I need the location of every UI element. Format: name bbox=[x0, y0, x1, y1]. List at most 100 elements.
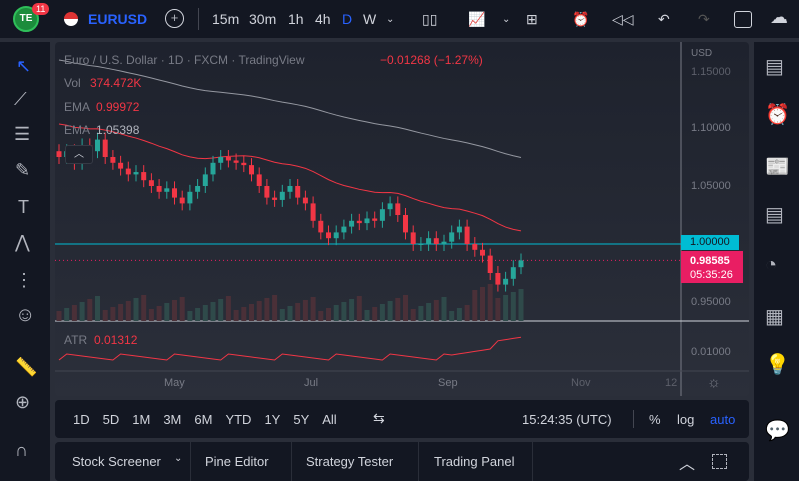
redo-icon[interactable]: ↷ bbox=[698, 11, 710, 27]
percent-toggle[interactable]: % bbox=[649, 412, 661, 427]
watchlist-icon[interactable]: ▤ bbox=[765, 56, 784, 78]
candle-body bbox=[364, 218, 370, 224]
range-1d[interactable]: 1D bbox=[73, 412, 90, 427]
range-ytd[interactable]: YTD bbox=[225, 412, 252, 427]
trendline-icon[interactable]: ⟋ bbox=[14, 89, 27, 109]
range-3m[interactable]: 3M bbox=[163, 412, 182, 427]
alert-add-icon[interactable]: ⏰ bbox=[572, 11, 590, 27]
chart-title: Euro / U.S. Dollar · 1D · FXCM · Trading… bbox=[64, 53, 305, 67]
range-all[interactable]: All bbox=[322, 412, 337, 427]
indicators-icon[interactable]: 📈 bbox=[468, 11, 486, 27]
candle-body bbox=[156, 186, 162, 192]
date-range-icon[interactable]: ⇆ bbox=[373, 410, 385, 426]
add-symbol-icon[interactable]: + bbox=[165, 9, 184, 28]
price-tick: 1.15000 bbox=[691, 66, 731, 78]
volume-bar bbox=[341, 302, 347, 321]
candle-body bbox=[141, 172, 147, 181]
pattern-icon[interactable]: ⋀ bbox=[15, 232, 30, 252]
timeframe-d[interactable]: D bbox=[342, 11, 353, 27]
chat-icon[interactable]: 💬 bbox=[765, 420, 790, 442]
price-tick: 1.05000 bbox=[691, 180, 731, 192]
volume-bar bbox=[71, 305, 77, 321]
zoom-icon[interactable]: ⊕ bbox=[15, 392, 31, 412]
range-5d[interactable]: 5D bbox=[102, 412, 120, 427]
volume-bar bbox=[102, 310, 108, 321]
volume-bar bbox=[64, 308, 70, 321]
candles-icon[interactable]: ▯▯ bbox=[422, 11, 438, 27]
ideas-icon[interactable]: 💡 bbox=[765, 354, 790, 376]
timeframe-4h[interactable]: 4h bbox=[315, 11, 331, 27]
volume-bar bbox=[256, 301, 262, 321]
symbol-search[interactable]: EURUSD bbox=[88, 11, 148, 27]
chart-area[interactable]: Euro / U.S. Dollar · 1D · FXCM · Trading… bbox=[55, 42, 749, 396]
time-label: Sep bbox=[438, 377, 458, 389]
time-label: Jul bbox=[304, 377, 319, 389]
prediction-icon[interactable]: ⋮ bbox=[15, 270, 33, 290]
candle-body bbox=[172, 188, 177, 198]
flag-icon bbox=[64, 12, 78, 26]
currency-selector[interactable]: USD bbox=[691, 48, 713, 59]
candle-body bbox=[349, 220, 355, 227]
timeframe-w[interactable]: W bbox=[363, 11, 377, 27]
brush-icon[interactable]: ✎ bbox=[15, 160, 31, 180]
volume-bar bbox=[249, 304, 254, 321]
tab-stock-screener[interactable]: Stock Screener bbox=[72, 454, 161, 469]
collapse-legend-button[interactable]: ︿ bbox=[65, 145, 93, 164]
volume-bar bbox=[464, 305, 470, 321]
timeframe-1h[interactable]: 1h bbox=[288, 11, 304, 27]
replay-icon[interactable]: ◁◁ bbox=[612, 11, 634, 27]
tab-trading-panel[interactable]: Trading Panel bbox=[434, 454, 515, 469]
undo-icon[interactable]: ↶ bbox=[658, 11, 670, 27]
ema-value: 0.99972 bbox=[96, 100, 140, 114]
clock[interactable]: 15:24:35 (UTC) bbox=[522, 412, 612, 427]
indicators-dropdown-icon[interactable]: ⌄ bbox=[502, 14, 511, 25]
cloud-save-icon[interactable]: ☁ bbox=[770, 7, 788, 27]
emoji-icon[interactable]: ☺ bbox=[15, 304, 36, 326]
timeframe-30m[interactable]: 30m bbox=[249, 11, 277, 27]
price-chart[interactable] bbox=[55, 42, 749, 396]
volume-bar bbox=[403, 295, 408, 321]
tab-strategy-tester[interactable]: Strategy Tester bbox=[306, 454, 394, 469]
screener-dropdown-icon[interactable]: ⌄ bbox=[174, 453, 183, 464]
volume-bar bbox=[272, 295, 278, 321]
candle-body bbox=[464, 226, 470, 244]
range-1y[interactable]: 1Y bbox=[264, 412, 281, 427]
text-icon[interactable]: T bbox=[18, 197, 29, 217]
timeframe-15m[interactable]: 15m bbox=[212, 11, 240, 27]
timeframe-dropdown-icon[interactable]: ⌄ bbox=[386, 14, 395, 25]
magnet-icon[interactable]: ∩ bbox=[15, 440, 28, 460]
settings-icon[interactable]: ☼ bbox=[707, 374, 721, 391]
candle-body bbox=[379, 209, 385, 221]
cursor-icon[interactable]: ↖ bbox=[16, 56, 32, 76]
candle-body bbox=[279, 191, 285, 200]
maximize-panel-icon[interactable] bbox=[712, 454, 727, 469]
log-toggle[interactable]: log bbox=[677, 412, 695, 427]
ema-long-line bbox=[58, 59, 522, 158]
layouts-icon[interactable]: ⊞ bbox=[526, 11, 538, 27]
news-icon[interactable]: 📰 bbox=[765, 156, 790, 178]
calendar-icon[interactable]: ▦ bbox=[765, 306, 784, 328]
candle-body bbox=[495, 273, 501, 285]
auto-toggle[interactable]: auto bbox=[710, 412, 736, 427]
tab-pine-editor[interactable]: Pine Editor bbox=[205, 454, 269, 469]
alarm-icon[interactable]: ⏰ bbox=[765, 104, 790, 126]
volume-bar bbox=[79, 302, 85, 321]
range-6m[interactable]: 6M bbox=[194, 412, 213, 427]
calendar-add-icon[interactable]: ▤ bbox=[765, 204, 784, 226]
volume-bar bbox=[164, 303, 170, 321]
range-1m[interactable]: 1M bbox=[132, 412, 151, 427]
top-toolbar: TE 11 EURUSD + 15m 30m 1h 4h D W ⌄ ▯▯ 📈 … bbox=[0, 0, 799, 38]
candle-body bbox=[387, 203, 393, 210]
fullscreen-icon[interactable] bbox=[734, 11, 752, 28]
ruler-icon[interactable]: 📏 bbox=[15, 357, 38, 377]
price-tick: 1.10000 bbox=[691, 122, 731, 134]
fib-icon[interactable]: ☰ bbox=[14, 124, 31, 144]
candle-body bbox=[210, 162, 216, 175]
volume-bar bbox=[87, 299, 93, 321]
expand-panel-icon[interactable]: ︿ bbox=[679, 456, 696, 473]
candle-body bbox=[295, 186, 301, 198]
volume-bar bbox=[356, 296, 362, 321]
hotlist-icon[interactable]: ◔ bbox=[765, 254, 778, 276]
range-5y[interactable]: 5Y bbox=[293, 412, 310, 427]
candle-body bbox=[518, 260, 524, 268]
